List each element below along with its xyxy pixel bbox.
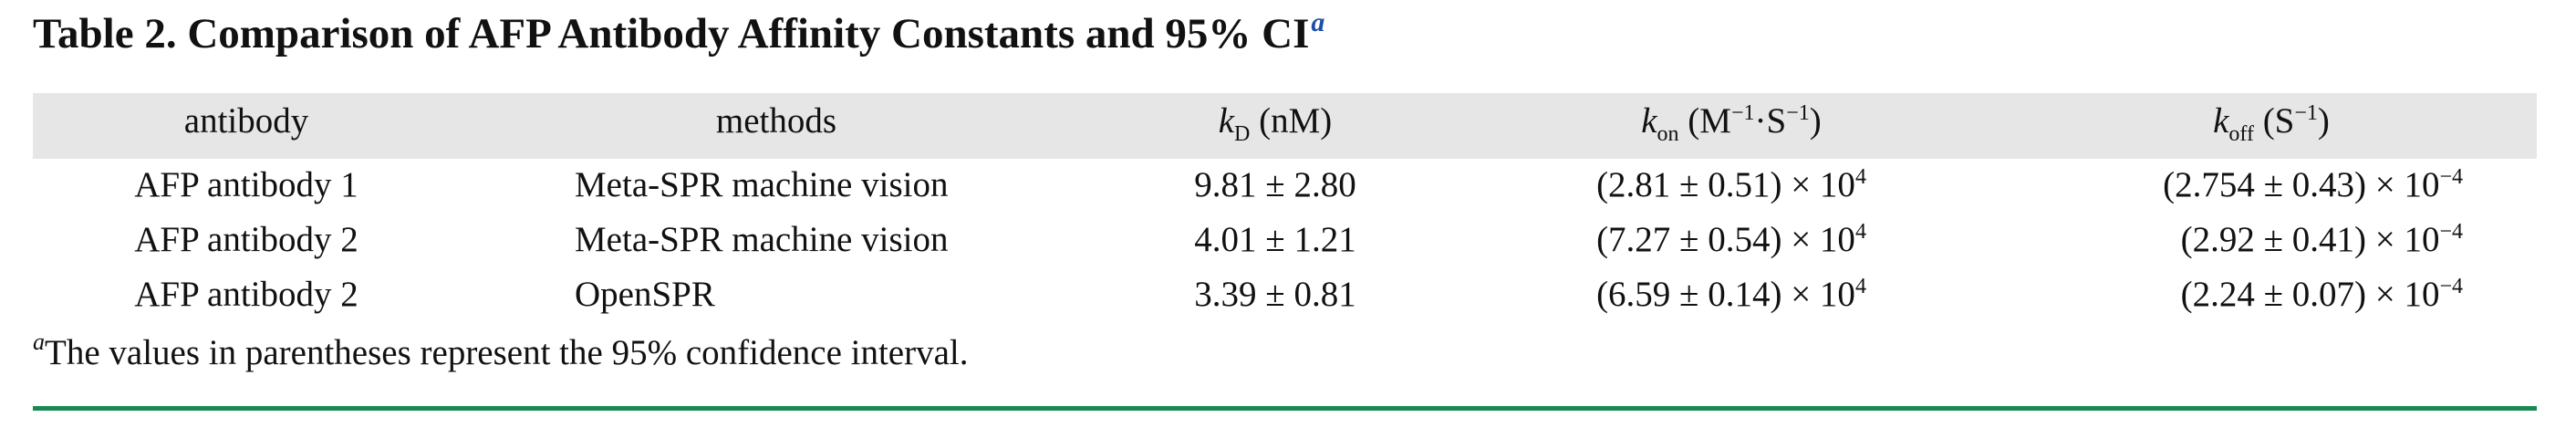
header-methods: methods	[715, 101, 837, 141]
cell-antibody: AFP antibody 2	[134, 275, 358, 314]
header-koff: koff (S−1)	[2213, 101, 2330, 146]
cell-kd: 4.01 ± 1.21	[1194, 220, 1356, 259]
cell-kon: (2.81 ± 0.51) × 104	[1596, 165, 1866, 204]
cell-antibody: AFP antibody 2	[134, 220, 358, 259]
cell-kd: 9.81 ± 2.80	[1194, 165, 1356, 204]
cell-antibody: AFP antibody 1	[134, 165, 358, 204]
cell-kon: (6.59 ± 0.14) × 104	[1596, 275, 1866, 314]
cell-method: OpenSPR	[575, 275, 715, 314]
table-title-text: Table 2. Comparison of AFP Antibody Affi…	[33, 10, 1310, 57]
footnote-text: The values in parentheses represent the …	[45, 333, 969, 372]
cell-method: Meta-SPR machine vision	[575, 220, 949, 259]
cell-koff: (2.24 ± 0.07) × 10−4	[2180, 275, 2463, 314]
cell-kd: 3.39 ± 0.81	[1194, 275, 1356, 314]
footnote: aThe values in parentheses represent the…	[33, 329, 969, 373]
bottom-rule	[33, 406, 2537, 411]
header-band	[33, 93, 2537, 159]
cell-kon: (7.27 ± 0.54) × 104	[1596, 220, 1866, 259]
table-title: Table 2. Comparison of AFP Antibody Affi…	[33, 7, 1325, 58]
footnote-mark: a	[33, 329, 45, 355]
header-kd: kD (nM)	[1218, 101, 1333, 146]
header-antibody: antibody	[183, 101, 309, 141]
footnote-mark: a	[1311, 7, 1325, 37]
cell-koff: (2.92 ± 0.41) × 10−4	[2180, 220, 2463, 259]
cell-method: Meta-SPR machine vision	[575, 165, 949, 204]
cell-koff: (2.754 ± 0.43) × 10−4	[2163, 165, 2463, 204]
header-kon: kon (M−1·S−1)	[1641, 101, 1822, 146]
